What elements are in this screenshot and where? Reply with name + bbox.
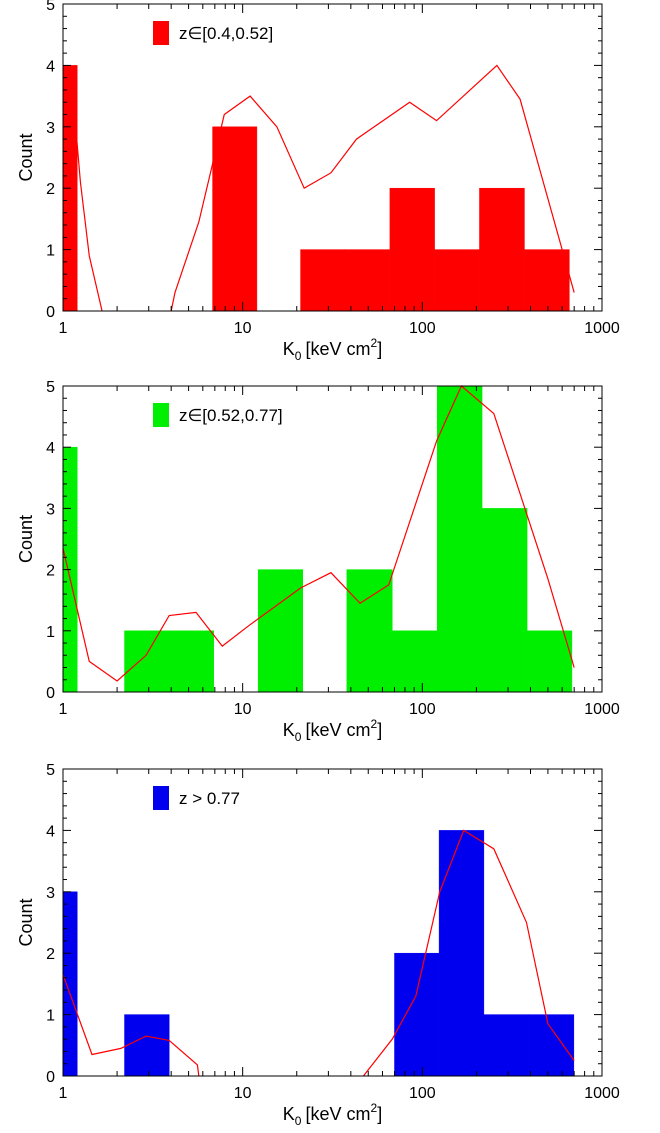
x-tick-label: 1 xyxy=(59,320,68,337)
x-tick-label: 1000 xyxy=(584,1085,620,1102)
bar-5 xyxy=(483,1014,530,1077)
curve-line-1 xyxy=(62,974,200,1077)
bar-4 xyxy=(438,830,485,1077)
x-axis-label-sub: 0 xyxy=(295,1114,302,1128)
legend-swatch xyxy=(153,403,169,427)
plot-frame xyxy=(62,3,603,312)
y-tick-label: 4 xyxy=(46,440,55,457)
x-axis-label-close: ] xyxy=(377,720,382,740)
legend-swatch xyxy=(153,21,169,45)
y-axis-label: Count xyxy=(16,898,36,946)
y-tick-label: 2 xyxy=(46,563,55,580)
bar-9 xyxy=(526,630,573,693)
x-tick-label: 10 xyxy=(234,701,252,718)
x-tick-label: 10 xyxy=(234,1085,252,1102)
y-tick-label: 1 xyxy=(46,243,55,260)
bar-4 xyxy=(257,569,303,693)
curve-line-2 xyxy=(170,64,575,312)
x-axis-label-sub: 0 xyxy=(295,349,302,363)
x-axis-label-main: K xyxy=(283,720,295,740)
y-tick-label: 4 xyxy=(46,823,55,840)
x-tick-label: 100 xyxy=(409,1085,436,1102)
bar-2 xyxy=(212,126,258,312)
x-axis-label: K0 [keV cm2] xyxy=(283,717,382,744)
x-tick-label: 1 xyxy=(59,701,68,718)
y-axis-label: Count xyxy=(16,133,36,181)
bar-5 xyxy=(389,187,435,312)
x-axis-label-sub: 0 xyxy=(295,730,302,744)
x-tick-label: 10 xyxy=(234,320,252,337)
y-tick-label: 1 xyxy=(46,624,55,641)
y-tick-label: 5 xyxy=(46,0,55,14)
bar-2 xyxy=(124,1014,170,1077)
x-tick-label: 1000 xyxy=(584,320,620,337)
x-axis-label-units: [keV cm xyxy=(305,339,370,359)
legend-label: z∈[0.52,0.77] xyxy=(179,406,283,425)
plot-frame xyxy=(62,385,603,693)
curve-line-1 xyxy=(62,385,575,682)
bar-3 xyxy=(394,952,440,1077)
y-tick-label: 5 xyxy=(46,762,55,779)
bar-5 xyxy=(346,569,393,693)
bar-6 xyxy=(391,630,438,693)
y-tick-label: 4 xyxy=(46,58,55,75)
plot-frame xyxy=(62,768,603,1077)
bar-3 xyxy=(300,249,345,312)
x-axis-label-units: [keV cm xyxy=(305,720,370,740)
curve-line-1 xyxy=(69,65,103,312)
bar-1 xyxy=(62,891,78,1077)
y-tick-label: 3 xyxy=(46,501,55,518)
x-tick-label: 1 xyxy=(59,1085,68,1102)
bar-8 xyxy=(524,249,570,312)
bar-7 xyxy=(436,385,483,693)
bar-6 xyxy=(528,1014,575,1077)
x-axis-label-units: [keV cm xyxy=(305,1104,370,1124)
y-tick-label: 3 xyxy=(46,120,55,137)
x-axis-label-sup: 2 xyxy=(371,336,378,350)
legend-label: z > 0.77 xyxy=(179,789,240,808)
x-axis-label-close: ] xyxy=(377,339,382,359)
y-axis-label: Count xyxy=(16,515,36,563)
y-tick-label: 2 xyxy=(46,181,55,198)
bar-6 xyxy=(434,249,480,312)
y-tick-label: 0 xyxy=(46,1069,55,1086)
y-tick-label: 5 xyxy=(46,379,55,396)
bar-7 xyxy=(479,187,525,312)
x-axis-label-sup: 2 xyxy=(371,717,378,731)
x-axis-label-close: ] xyxy=(377,1104,382,1124)
x-axis-label: K0 [keV cm2] xyxy=(283,1101,382,1128)
y-tick-label: 3 xyxy=(46,885,55,902)
y-tick-label: 1 xyxy=(46,1008,55,1025)
legend-label: z∈[0.4,0.52] xyxy=(179,24,273,43)
y-tick-label: 2 xyxy=(46,946,55,963)
x-axis-label-main: K xyxy=(283,1104,295,1124)
bar-2 xyxy=(124,630,170,693)
curve-line-2 xyxy=(362,829,575,1077)
x-axis-label: K0 [keV cm2] xyxy=(283,336,382,363)
bar-3 xyxy=(168,630,214,693)
y-tick-label: 0 xyxy=(46,304,55,321)
legend-swatch xyxy=(153,786,169,810)
bar-8 xyxy=(481,508,528,693)
x-tick-label: 100 xyxy=(409,701,436,718)
x-axis-label-sup: 2 xyxy=(371,1101,378,1115)
bar-4 xyxy=(344,249,391,312)
x-tick-label: 1000 xyxy=(584,701,620,718)
x-tick-label: 100 xyxy=(409,320,436,337)
y-tick-label: 0 xyxy=(46,685,55,702)
x-axis-label-main: K xyxy=(283,339,295,359)
